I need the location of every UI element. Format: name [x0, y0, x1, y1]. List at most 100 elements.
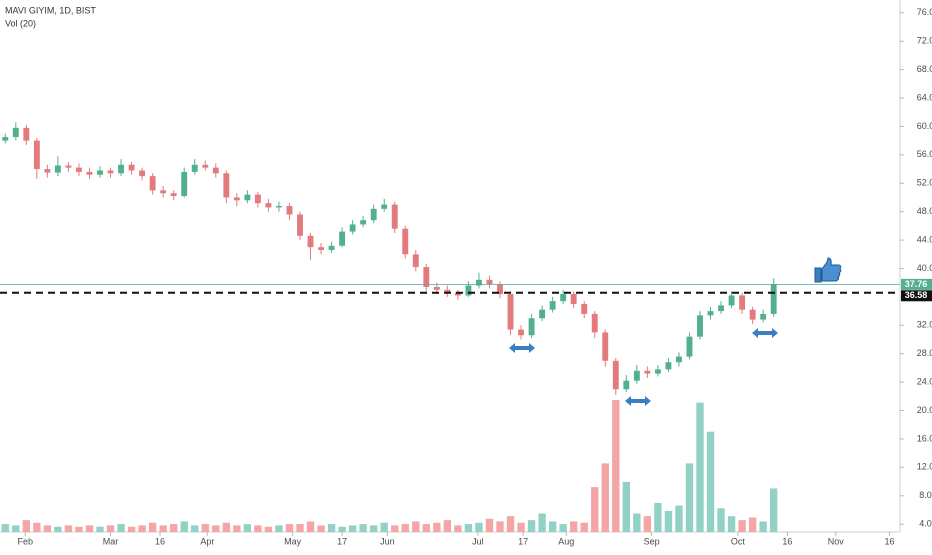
volume-bar — [233, 525, 241, 532]
volume-bar — [517, 522, 525, 532]
volume-bar — [654, 502, 662, 532]
candle-body — [570, 294, 577, 304]
candle-body — [623, 380, 630, 390]
y-tick-label: 68.00 — [917, 64, 932, 74]
candle-body — [486, 279, 493, 285]
candle-body — [233, 197, 240, 201]
candle-body — [560, 294, 567, 302]
y-tick-label: 56.00 — [917, 149, 932, 159]
candle-body — [139, 170, 146, 177]
candle-body — [402, 228, 409, 255]
volume-bar — [591, 487, 599, 532]
candle-body — [707, 311, 714, 316]
y-tick-label: 72.00 — [917, 36, 932, 46]
candle-body — [391, 204, 398, 229]
volume-bar — [338, 526, 346, 532]
volume-bar — [664, 510, 673, 532]
volume-bar — [422, 524, 430, 532]
x-tick-label: Mar — [103, 536, 119, 546]
volume-bar — [96, 526, 104, 532]
y-tick-label: 16.00 — [917, 433, 932, 443]
volume-bar — [222, 522, 230, 532]
candle-body — [739, 295, 746, 310]
volume-bar — [770, 488, 778, 532]
volume-bar — [12, 525, 20, 532]
candle-body — [665, 362, 672, 370]
volume-bar — [348, 525, 357, 532]
x-tick-label: 17 — [518, 536, 528, 546]
y-tick-label: 24.00 — [917, 377, 932, 387]
candle-body — [265, 203, 272, 208]
candle-body — [191, 164, 198, 172]
volume-bar — [148, 522, 157, 532]
candle-body — [128, 164, 135, 171]
volume-bar — [1, 524, 9, 532]
volume-bar — [443, 520, 452, 532]
candle-body — [381, 204, 388, 209]
level-tag — [901, 290, 932, 302]
y-tick-label: 48.00 — [917, 206, 932, 216]
volume-bar — [675, 505, 683, 532]
candle-body — [107, 170, 114, 174]
volume-bar — [180, 521, 188, 532]
volume-bar — [717, 508, 725, 532]
candle-body — [718, 305, 724, 312]
volume-bar — [527, 520, 536, 532]
volume-bar — [201, 524, 209, 532]
volume-bar — [738, 520, 746, 532]
candle-body — [212, 167, 219, 174]
volume-bar — [317, 525, 325, 532]
volume-bar — [380, 522, 388, 532]
volume-bar — [643, 516, 652, 532]
volume-bar — [475, 522, 483, 532]
candle-body — [276, 205, 282, 208]
y-tick-label: 76.00 — [917, 7, 932, 17]
candle-body — [202, 164, 209, 168]
volume-bar — [412, 521, 420, 532]
candle-body — [76, 167, 82, 172]
candle-body — [518, 329, 524, 336]
x-tick-label: Jul — [472, 536, 484, 546]
candle-body — [476, 279, 482, 286]
volume-bar — [506, 516, 515, 532]
volume-bar — [138, 525, 146, 532]
x-tick-label: Nov — [828, 536, 845, 546]
thumbs-up-icon — [814, 257, 842, 283]
candle-body — [23, 127, 30, 141]
x-tick-label: Apr — [200, 536, 214, 546]
x-tick-label: May — [284, 536, 302, 546]
volume-bar — [43, 525, 52, 532]
candle-body — [2, 137, 9, 141]
volume-bar — [622, 481, 630, 532]
candle-body — [423, 267, 430, 287]
x-tick-label: Feb — [18, 536, 34, 546]
candle-body — [686, 336, 693, 357]
volume-bar — [391, 525, 399, 532]
volume-bar — [612, 400, 620, 532]
y-tick-label: 28.00 — [917, 348, 932, 358]
volume-bar — [570, 521, 578, 532]
candle-body — [454, 292, 461, 296]
candle-body — [160, 190, 167, 194]
last-price-tag — [901, 278, 932, 290]
volume-bar — [191, 525, 199, 532]
candle-body — [612, 360, 619, 390]
volume-bar — [275, 525, 283, 532]
candle-body — [528, 318, 535, 336]
volume-bar — [264, 526, 273, 532]
x-tick-label: 16 — [884, 536, 894, 546]
candle-body — [318, 247, 324, 251]
candle-body — [497, 284, 503, 295]
level-label: 36.58 — [905, 290, 928, 300]
candle-body — [444, 289, 451, 293]
candle-body — [170, 193, 177, 197]
candle-body — [549, 301, 556, 310]
candle-body — [370, 208, 377, 221]
candle-body — [539, 309, 546, 319]
volume-bar — [359, 524, 367, 532]
candle-body — [244, 194, 251, 201]
candle-body — [360, 220, 367, 225]
candle-body — [749, 309, 756, 320]
volume-bar — [170, 524, 178, 532]
